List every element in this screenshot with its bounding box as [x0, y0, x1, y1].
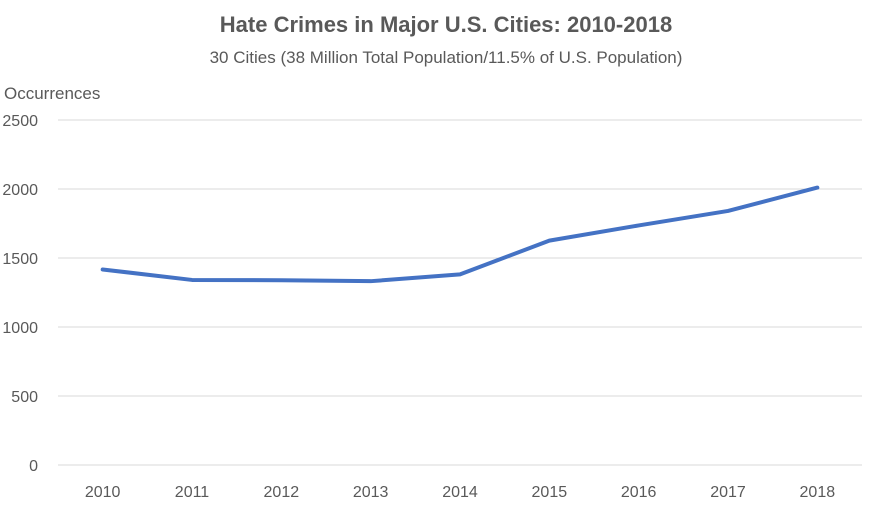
x-tick-label: 2013: [353, 484, 389, 501]
x-tick-label: 2010: [85, 484, 121, 501]
x-tick-label: 2018: [800, 484, 836, 501]
y-tick-label: 2000: [2, 182, 38, 199]
y-tick-label: 0: [29, 458, 38, 475]
chart-subtitle: 30 Cities (38 Million Total Population/1…: [209, 48, 683, 67]
x-tick-label: 2015: [532, 484, 568, 501]
x-tick-label: 2012: [264, 484, 300, 501]
y-tick-label: 1000: [2, 320, 38, 337]
x-tick-label: 2017: [710, 484, 746, 501]
y-tick-label: 500: [11, 389, 38, 406]
y-tick-label: 1500: [2, 251, 38, 268]
y-axis-label: Occurrences: [4, 84, 101, 103]
x-tick-label: 2011: [175, 484, 210, 501]
y-tick-label: 2500: [2, 113, 38, 130]
chart-title: Hate Crimes in Major U.S. Cities: 2010-2…: [219, 12, 673, 37]
series-line: [100, 185, 820, 284]
x-tick-label: 2016: [621, 484, 657, 501]
x-tick-label: 2014: [442, 484, 478, 501]
